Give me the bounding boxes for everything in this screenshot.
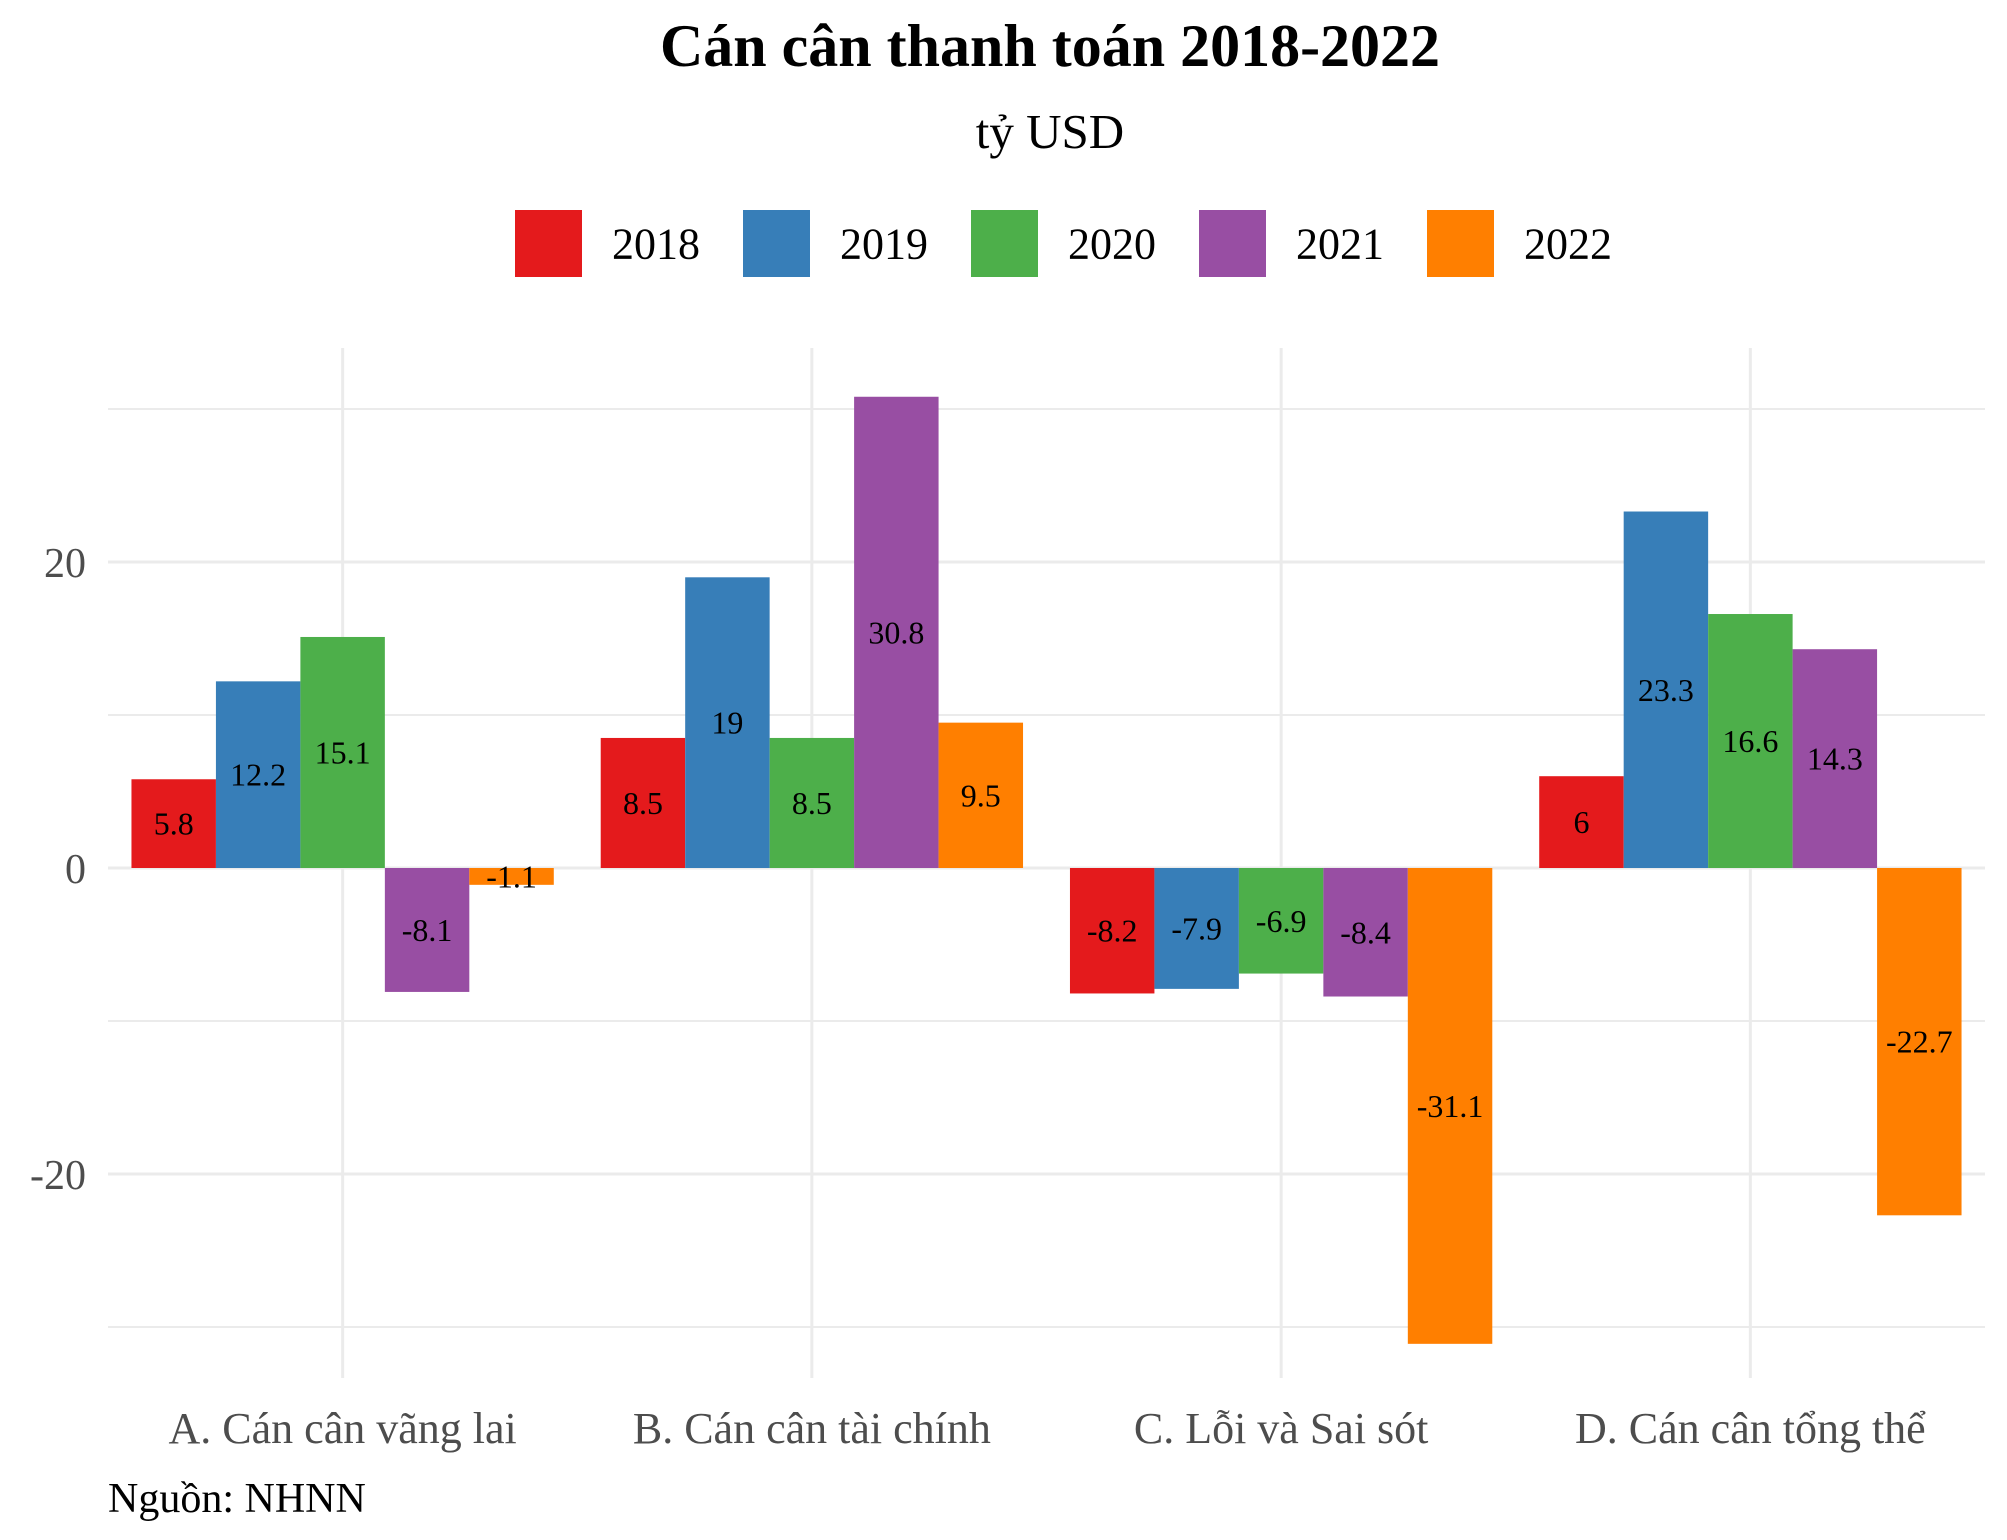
legend-key-2021 xyxy=(1199,210,1266,277)
bar-2020 xyxy=(300,636,385,868)
bar-value-label: 8.5 xyxy=(623,785,663,821)
legend-key-2018 xyxy=(515,210,582,277)
bar-2020 xyxy=(1708,614,1793,868)
bar-2019 xyxy=(1154,868,1239,989)
y-tick-label: -20 xyxy=(30,1153,86,1199)
bar-value-label: 16.6 xyxy=(1722,723,1778,759)
bar-2018 xyxy=(1539,776,1624,868)
bars xyxy=(131,396,1962,1344)
bar-value-label: 5.8 xyxy=(154,806,194,842)
bar-value-label: -6.9 xyxy=(1256,903,1307,939)
chart-subtitle: tỷ USD xyxy=(976,104,1124,159)
x-tick-label: A. Cán cân vãng lai xyxy=(169,1404,517,1453)
bar-2021 xyxy=(854,396,939,868)
chart-title: Cán cân thanh toán 2018-2022 xyxy=(660,13,1440,79)
bar-2022 xyxy=(1407,868,1493,1344)
bar-value-label: -8.2 xyxy=(1087,913,1138,949)
bar-2020 xyxy=(769,737,855,868)
bar-2021 xyxy=(1792,649,1878,868)
bar-2022 xyxy=(938,722,1024,868)
legend: 2018 2019 2020 2021 2022 xyxy=(515,210,1612,277)
legend-label: 2022 xyxy=(1524,220,1612,269)
bar-2019 xyxy=(1623,511,1709,868)
bar-value-label: 6 xyxy=(1573,804,1589,840)
y-tick-label: 0 xyxy=(65,847,86,893)
bar-value-label: -31.1 xyxy=(1417,1088,1484,1124)
bar-2021 xyxy=(1323,868,1408,997)
legend-label: 2019 xyxy=(840,220,928,269)
bar-value-label: 14.3 xyxy=(1807,741,1863,777)
bar-value-label: -22.7 xyxy=(1886,1024,1953,1060)
bar-value-label: -1.1 xyxy=(486,858,537,894)
bar-2018 xyxy=(1069,868,1155,994)
chart-caption: Nguồn: NHNN xyxy=(108,1476,366,1522)
bar-value-label: -8.4 xyxy=(1340,914,1391,950)
bar-2019 xyxy=(215,681,301,868)
bar-2018 xyxy=(131,779,216,868)
bar-value-label: 9.5 xyxy=(961,777,1001,813)
bar-2022 xyxy=(469,868,554,885)
bar-2020 xyxy=(1238,868,1324,974)
bar-value-label: -7.9 xyxy=(1171,910,1222,946)
legend-label: 2020 xyxy=(1068,220,1156,269)
legend-key-2019 xyxy=(743,210,810,277)
bar-value-label: 8.5 xyxy=(792,785,832,821)
legend-label: 2021 xyxy=(1296,220,1384,269)
x-tick-label: C. Lỗi và Sai sót xyxy=(1134,1404,1429,1453)
y-tick-label: 20 xyxy=(44,541,86,587)
x-tick-label: B. Cán cân tài chính xyxy=(633,1404,991,1453)
bar-2019 xyxy=(685,577,770,868)
legend-key-2022 xyxy=(1427,210,1494,277)
bar-value-label: 12.2 xyxy=(230,757,286,793)
bar-2018 xyxy=(600,737,686,868)
legend-key-2020 xyxy=(971,210,1038,277)
legend-label: 2018 xyxy=(612,220,700,269)
bar-value-label: 19 xyxy=(711,705,743,741)
bar-value-label: 30.8 xyxy=(868,614,924,650)
bar-value-label: 15.1 xyxy=(315,734,371,770)
x-tick-label: D. Cán cân tổng thể xyxy=(1575,1404,1926,1453)
bar-2021 xyxy=(384,868,470,992)
bar-value-label: 23.3 xyxy=(1638,672,1694,708)
bar-labels: 5.8 8.5 -8.2 6 12.2 19 -7.9 23.3 15.1 8.5 -6.9 16.6… xyxy=(154,614,1953,1124)
bar-2022 xyxy=(1877,868,1962,1216)
bar-value-label: -8.1 xyxy=(402,912,453,948)
axes: -20 0 20 A. Cán cân vãng lai B. Cán cân tài … xyxy=(30,541,1926,1453)
